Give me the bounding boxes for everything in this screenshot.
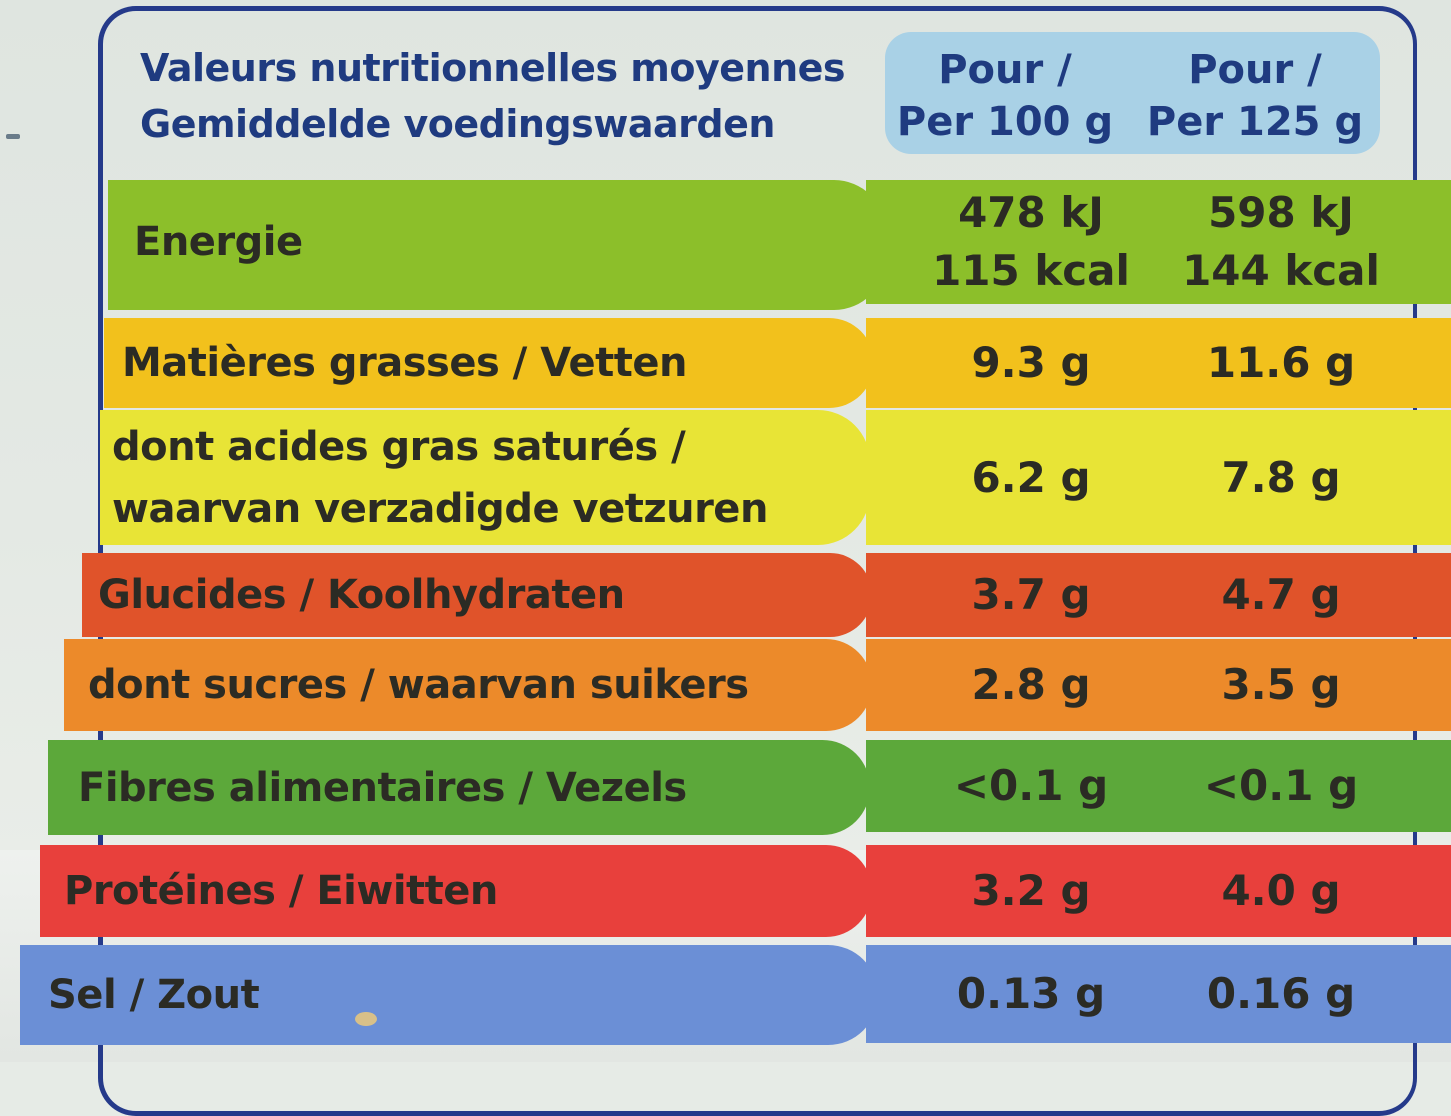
row-values: 478 kJ 115 kcal 598 kJ 144 kcal — [866, 180, 1451, 304]
row-values: 0.13 g 0.16 g — [866, 945, 1451, 1043]
value-per-125g: 4.0 g — [1221, 866, 1341, 915]
value-per-100g: 3.2 g — [971, 866, 1091, 915]
row-label-bg: Energie — [108, 180, 886, 310]
row-label: Energie — [134, 219, 303, 265]
row-matieres-grasses: Matières grasses / Vetten 9.3 g 11.6 g — [0, 318, 1451, 408]
table-heading: Valeurs nutritionnelles moyennes Gemidde… — [140, 40, 846, 152]
value-per-125g: 4.7 g — [1221, 570, 1341, 619]
row-values: 6.2 g 7.8 g — [866, 410, 1451, 545]
row-label-line-2: waarvan verzadigde vetzuren — [112, 485, 768, 532]
row-energie: Energie 478 kJ 115 kcal 598 kJ 144 kcal — [0, 180, 1451, 310]
heading-french: Valeurs nutritionnelles moyennes — [140, 46, 846, 90]
column-header-100g: Pour / Per 100 g — [896, 47, 1114, 145]
row-label-bg: Sel / Zout — [20, 945, 878, 1045]
value-per-125g: 3.5 g — [1221, 660, 1341, 709]
row-label-bg: dont acides gras saturés / waarvan verza… — [100, 410, 870, 545]
row-values: 2.8 g 3.5 g — [866, 639, 1451, 731]
value-per-125g: <0.1 g — [1203, 761, 1359, 810]
row-proteines: Protéines / Eiwitten 3.2 g 4.0 g — [0, 845, 1451, 937]
row-values: 3.2 g 4.0 g — [866, 845, 1451, 937]
value-per-125g: 0.16 g — [1206, 969, 1356, 1018]
value-per-100g: 478 kJ 115 kcal — [932, 188, 1130, 295]
row-label: Sel / Zout — [48, 972, 260, 1018]
row-label-bg: Fibres alimentaires / Vezels — [48, 740, 870, 835]
row-label-line-1: dont acides gras saturés / — [112, 423, 686, 470]
column-headers: Pour / Per 100 g Pour / Per 125 g — [885, 32, 1380, 154]
row-values: 3.7 g 4.7 g — [866, 553, 1451, 637]
heading-dutch: Gemiddelde voedingswaarden — [140, 102, 775, 146]
row-dont-sucres: dont sucres / waarvan suikers 2.8 g 3.5 … — [0, 639, 1451, 731]
row-label: dont sucres / waarvan suikers — [88, 662, 749, 708]
value-per-100g: 9.3 g — [971, 338, 1091, 387]
row-label: Glucides / Koolhydraten — [98, 572, 625, 618]
value-per-100g: 6.2 g — [971, 452, 1091, 502]
value-per-125g: 7.8 g — [1221, 452, 1341, 502]
row-glucides: Glucides / Koolhydraten 3.7 g 4.7 g — [0, 553, 1451, 637]
row-values: <0.1 g <0.1 g — [866, 740, 1451, 832]
row-values: 9.3 g 11.6 g — [866, 318, 1451, 408]
value-per-100g: <0.1 g — [953, 761, 1109, 810]
value-per-125g: 11.6 g — [1206, 338, 1356, 387]
value-per-125g: 598 kJ 144 kcal — [1182, 188, 1380, 295]
crumb-speck — [355, 1012, 377, 1026]
row-label-bg: Protéines / Eiwitten — [40, 845, 872, 937]
column-header-125g: Pour / Per 125 g — [1146, 47, 1364, 145]
row-label-bg: Matières grasses / Vetten — [104, 318, 874, 408]
row-fibres: Fibres alimentaires / Vezels <0.1 g <0.1… — [0, 740, 1451, 835]
edge-mark — [6, 134, 20, 139]
value-per-100g: 2.8 g — [971, 660, 1091, 709]
row-label-bg: Glucides / Koolhydraten — [82, 553, 872, 637]
value-per-100g: 0.13 g — [956, 969, 1106, 1018]
row-sel: Sel / Zout 0.13 g 0.16 g — [0, 945, 1451, 1045]
row-label: Protéines / Eiwitten — [64, 868, 498, 914]
row-label: Matières grasses / Vetten — [122, 340, 687, 386]
row-acides-gras-satures: dont acides gras saturés / waarvan verza… — [0, 410, 1451, 545]
row-label-bg: dont sucres / waarvan suikers — [64, 639, 872, 731]
value-per-100g: 3.7 g — [971, 570, 1091, 619]
row-label: Fibres alimentaires / Vezels — [78, 764, 687, 811]
